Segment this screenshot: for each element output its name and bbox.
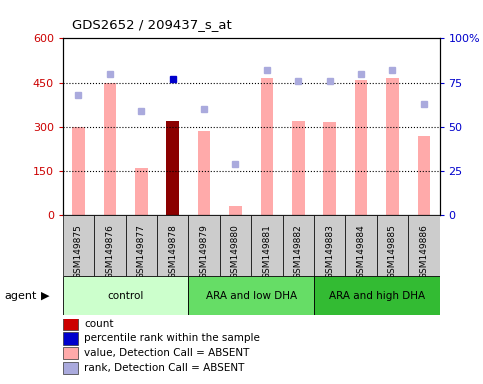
Bar bbox=[377, 215, 408, 276]
Text: ARA and high DHA: ARA and high DHA bbox=[328, 291, 425, 301]
Text: GSM149878: GSM149878 bbox=[168, 224, 177, 279]
Bar bbox=[324, 122, 336, 215]
Bar bbox=[283, 215, 314, 276]
Text: GSM149880: GSM149880 bbox=[231, 224, 240, 279]
Bar bbox=[251, 215, 283, 276]
Bar bbox=[345, 215, 377, 276]
Bar bbox=[72, 127, 85, 215]
Bar bbox=[220, 215, 251, 276]
Text: GSM149877: GSM149877 bbox=[137, 224, 146, 279]
Bar bbox=[229, 206, 242, 215]
Bar bbox=[261, 78, 273, 215]
Bar bbox=[63, 332, 78, 344]
Bar bbox=[63, 318, 78, 330]
Bar bbox=[198, 131, 211, 215]
Bar bbox=[63, 276, 188, 315]
Text: percentile rank within the sample: percentile rank within the sample bbox=[84, 333, 260, 343]
Text: value, Detection Call = ABSENT: value, Detection Call = ABSENT bbox=[84, 348, 249, 358]
Bar bbox=[188, 276, 314, 315]
Bar bbox=[292, 121, 305, 215]
Text: ▶: ▶ bbox=[41, 291, 50, 301]
Text: GSM149883: GSM149883 bbox=[325, 224, 334, 279]
Text: GDS2652 / 209437_s_at: GDS2652 / 209437_s_at bbox=[72, 18, 232, 31]
Text: GSM149885: GSM149885 bbox=[388, 224, 397, 279]
Text: rank, Detection Call = ABSENT: rank, Detection Call = ABSENT bbox=[84, 363, 244, 373]
Bar bbox=[314, 276, 440, 315]
Text: GSM149886: GSM149886 bbox=[419, 224, 428, 279]
Text: count: count bbox=[84, 319, 114, 329]
Bar bbox=[63, 347, 78, 359]
Bar bbox=[63, 362, 78, 374]
Text: GSM149881: GSM149881 bbox=[262, 224, 271, 279]
Bar bbox=[157, 215, 188, 276]
Bar bbox=[103, 83, 116, 215]
Text: GSM149882: GSM149882 bbox=[294, 224, 303, 279]
Text: GSM149884: GSM149884 bbox=[356, 224, 366, 279]
Text: ARA and low DHA: ARA and low DHA bbox=[206, 291, 297, 301]
Text: GSM149876: GSM149876 bbox=[105, 224, 114, 279]
Bar bbox=[94, 215, 126, 276]
Bar bbox=[418, 136, 430, 215]
Bar bbox=[408, 215, 440, 276]
Bar bbox=[386, 78, 399, 215]
Text: GSM149875: GSM149875 bbox=[74, 224, 83, 279]
Bar bbox=[355, 79, 368, 215]
Bar bbox=[126, 215, 157, 276]
Bar bbox=[63, 215, 94, 276]
Bar bbox=[314, 215, 345, 276]
Bar bbox=[135, 168, 148, 215]
Text: control: control bbox=[107, 291, 144, 301]
Bar bbox=[188, 215, 220, 276]
Text: agent: agent bbox=[5, 291, 37, 301]
Bar bbox=[166, 121, 179, 215]
Text: GSM149879: GSM149879 bbox=[199, 224, 209, 279]
